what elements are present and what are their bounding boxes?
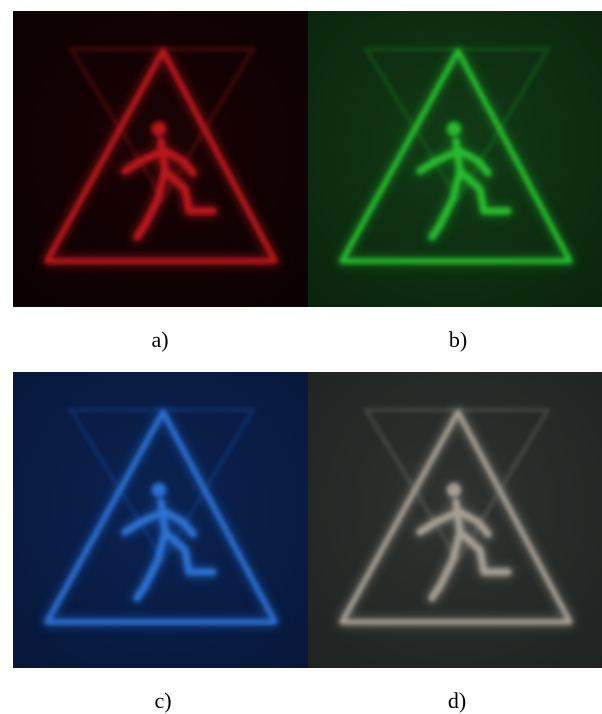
warning-sign: [337, 46, 575, 266]
warning-triangle: [44, 409, 278, 625]
running-figure-warning-triangle-icon: [308, 372, 602, 668]
caption-b: b): [448, 327, 468, 352]
warning-triangle: [339, 48, 573, 264]
panel-c-photo: [13, 372, 308, 668]
caption-a: a): [151, 327, 169, 352]
running-figure: [416, 483, 512, 602]
panel-b-photo: [308, 11, 602, 307]
running-figure-warning-triangle-icon: [13, 11, 308, 307]
caption-c: c): [154, 688, 172, 713]
panel-d-photo: [308, 372, 602, 668]
panel-a-photo: [13, 11, 308, 307]
warning-sign: [42, 46, 280, 266]
running-figure: [416, 122, 512, 241]
running-figure-warning-triangle-icon: [13, 372, 308, 668]
running-figure-warning-triangle-icon: [308, 11, 602, 307]
running-figure: [121, 483, 217, 602]
running-figure: [121, 122, 217, 241]
caption-d: d): [447, 688, 467, 713]
warning-sign: [337, 407, 575, 627]
warning-sign: [42, 407, 280, 627]
warning-triangle: [339, 409, 573, 625]
warning-triangle: [44, 48, 278, 264]
